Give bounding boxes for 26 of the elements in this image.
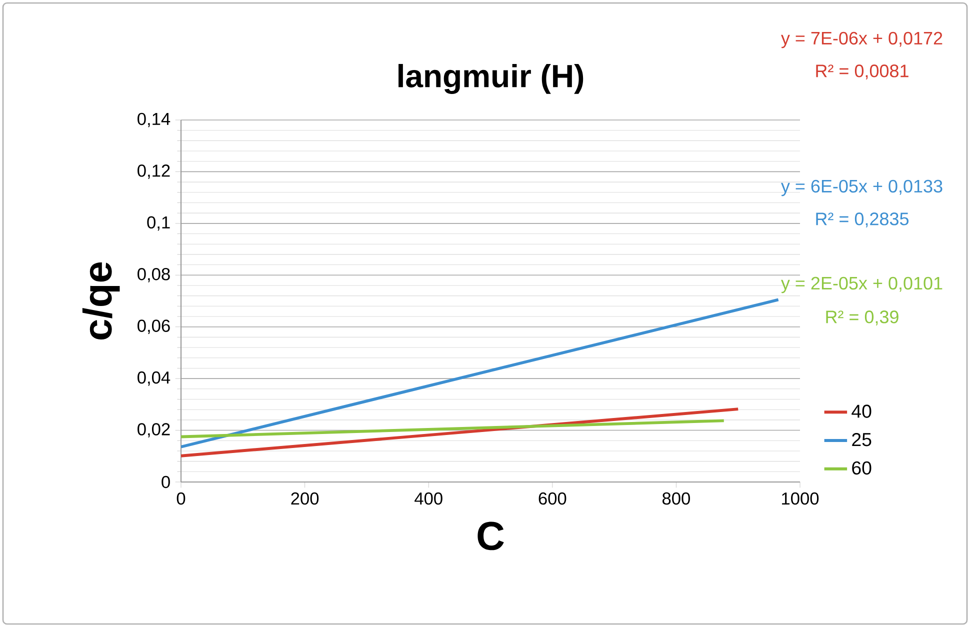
annotation: y = 6E-05x + 0,0133	[780, 180, 942, 196]
x-tick-label: 800	[662, 492, 690, 505]
chart-title: langmuir (H)	[398, 64, 584, 94]
y-tick-label: 0,14	[138, 112, 170, 128]
x-tick-label: 600	[538, 492, 566, 505]
legend-label: 60	[852, 461, 872, 475]
x-tick-label: 0	[176, 492, 186, 505]
y-tick-label: 0,02	[138, 423, 170, 438]
x-tick-label: 200	[291, 492, 319, 505]
annotation: y = 2E-05x + 0,0101	[780, 276, 942, 294]
x-tick-label: 1000	[782, 492, 819, 505]
y-tick-label: 0,06	[138, 320, 170, 334]
text: R² = 0,0081	[816, 64, 908, 80]
legend-label: 40	[852, 404, 872, 418]
x-axis-title: C	[478, 522, 504, 550]
text: R² = 0,2835	[816, 212, 909, 228]
y-tick-label: 0,12	[138, 164, 170, 179]
y-tick-label: 0,08	[138, 268, 170, 282]
x-tick-label: 400	[414, 492, 442, 505]
y-tick-label: 0,1	[147, 216, 170, 231]
y-axis-title: c/qe	[82, 262, 120, 340]
text: R² = 0,39	[826, 310, 898, 326]
y-tick-label: 0,04	[138, 371, 170, 386]
text: y = 7E-06x + 0,0172	[780, 32, 942, 48]
legend-label: 25	[852, 432, 872, 446]
y-tick-label: 0	[162, 476, 170, 488]
